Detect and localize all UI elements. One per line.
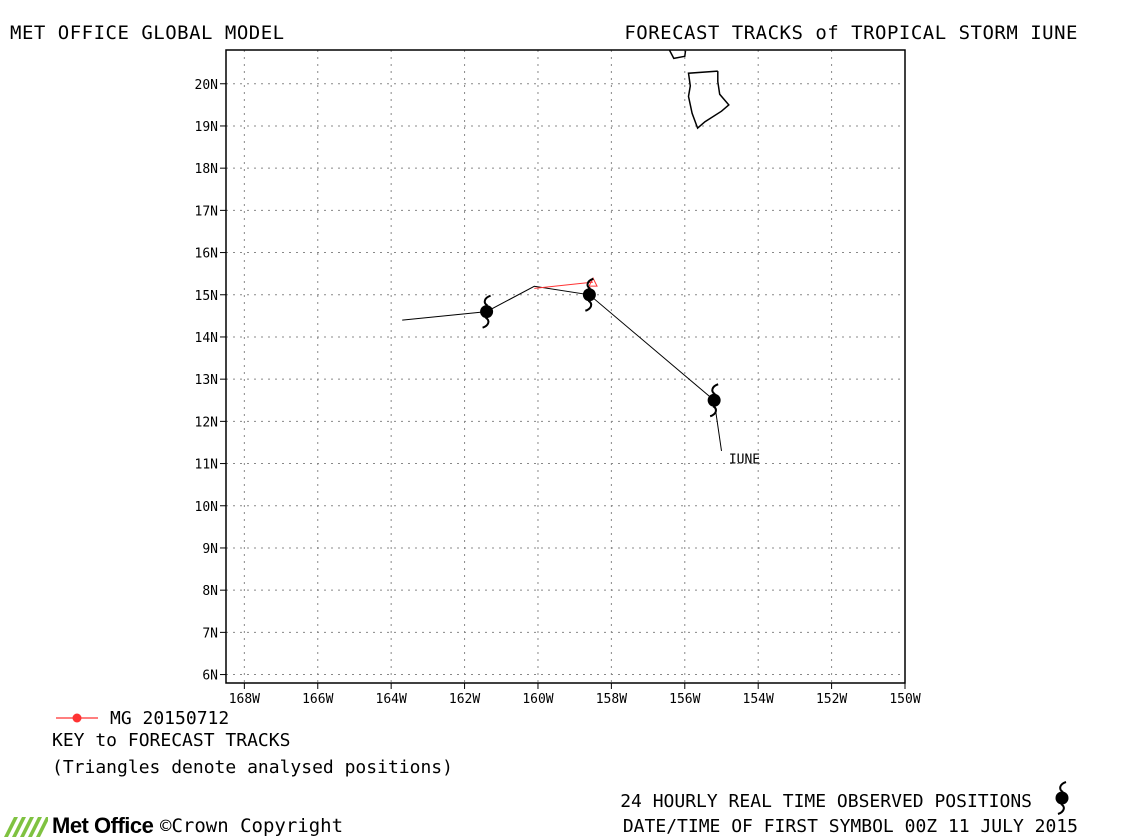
coastlines — [668, 50, 730, 130]
storm-symbol-core — [582, 288, 596, 302]
key-note: (Triangles denote analysed positions) — [52, 757, 453, 778]
storm-symbol-arm-bottom — [709, 405, 717, 418]
forecast-track-line — [534, 281, 594, 289]
header-right-title: FORECAST TRACKS of TROPICAL STORM IUNE — [624, 22, 1078, 44]
storm-symbol-core — [1055, 791, 1069, 805]
met-office-logo-text: Met Office — [52, 813, 154, 838]
lat-tick-label: 11N — [195, 458, 218, 473]
lat-tick-label: 13N — [195, 373, 218, 388]
met-office-logo-icon — [4, 817, 48, 837]
lat-tick-label: 10N — [195, 500, 218, 515]
lon-tick-label: 164W — [376, 692, 407, 707]
storm-symbol-arm-bottom — [1057, 803, 1065, 815]
key-track-dot — [72, 713, 82, 723]
met-office-logo: Met Office — [2, 812, 154, 840]
maui-coastline — [668, 50, 687, 60]
lon-tick-label: 154W — [743, 692, 774, 707]
lon-tick-label: 158W — [596, 692, 627, 707]
copyright-symbol: © — [160, 815, 172, 837]
key-model-label: MG 20150712 — [110, 708, 230, 729]
observed-storm-symbol — [582, 277, 596, 312]
storm-symbol-arm-bottom — [482, 316, 490, 329]
storm-symbol-core — [707, 393, 721, 407]
footer-storm-symbol — [1055, 781, 1069, 815]
hawaii-big-island-coastline — [687, 70, 730, 130]
lon-tick-label: 162W — [449, 692, 480, 707]
lon-tick-label: 156W — [669, 692, 700, 707]
key-title: KEY to FORECAST TRACKS — [52, 730, 291, 751]
storm-name-label: IUNE — [729, 453, 760, 468]
footer-observed-positions: 24 HOURLY REAL TIME OBSERVED POSITIONS — [620, 791, 1032, 812]
lon-tick-label: 160W — [522, 692, 553, 707]
analysed-position-triangle — [588, 276, 598, 287]
observed-storm-symbol — [707, 383, 721, 418]
axis-ticks: 6N 7N 8N 9N 10N 11N 12N 13N 14N 15N 16N 17N 18N 19N 20… — [195, 78, 921, 707]
storm-symbol-arm-top — [1059, 781, 1067, 793]
lat-tick-label: 15N — [195, 289, 218, 304]
lat-tick-label: 20N — [195, 78, 218, 93]
lat-tick-label: 16N — [195, 247, 218, 262]
lat-tick-label: 6N — [202, 669, 218, 684]
storm-symbol-arm-bottom — [584, 299, 593, 312]
lat-tick-label: 9N — [202, 542, 218, 557]
copyright-notice: ©Crown Copyright — [160, 815, 343, 837]
storm-symbol-arm-top — [711, 383, 719, 396]
lat-tick-label: 8N — [202, 584, 218, 599]
lon-tick-label: 168W — [229, 692, 260, 707]
plot-frame — [225, 49, 906, 684]
lon-tick-label: 166W — [302, 692, 333, 707]
key-legend-symbol — [56, 713, 98, 723]
footer-datetime: DATE/TIME OF FIRST SYMBOL 00Z 11 JULY 20… — [622, 816, 1078, 837]
observed-storm-symbol — [480, 294, 494, 329]
lat-tick-label: 12N — [195, 415, 218, 430]
header-left-title: MET OFFICE GLOBAL MODEL — [10, 22, 285, 44]
observed-position-icon — [1055, 781, 1069, 815]
lat-tick-label: 7N — [202, 626, 218, 641]
lat-tick-label: 17N — [195, 204, 218, 219]
storm-symbol-arm-top — [483, 294, 491, 307]
storm-symbol-core — [480, 305, 494, 319]
lat-tick-label: 18N — [195, 162, 218, 177]
observed-track-line — [402, 285, 722, 451]
grid-lines — [226, 50, 905, 683]
storm-tracks: IUNE — [402, 276, 760, 468]
lon-tick-label: 152W — [816, 692, 847, 707]
copyright-text: Crown Copyright — [171, 815, 344, 837]
lat-tick-label: 14N — [195, 331, 218, 346]
storm-symbol-arm-top — [586, 277, 594, 290]
lon-tick-label: 150W — [889, 692, 920, 707]
lat-tick-label: 19N — [195, 120, 218, 135]
